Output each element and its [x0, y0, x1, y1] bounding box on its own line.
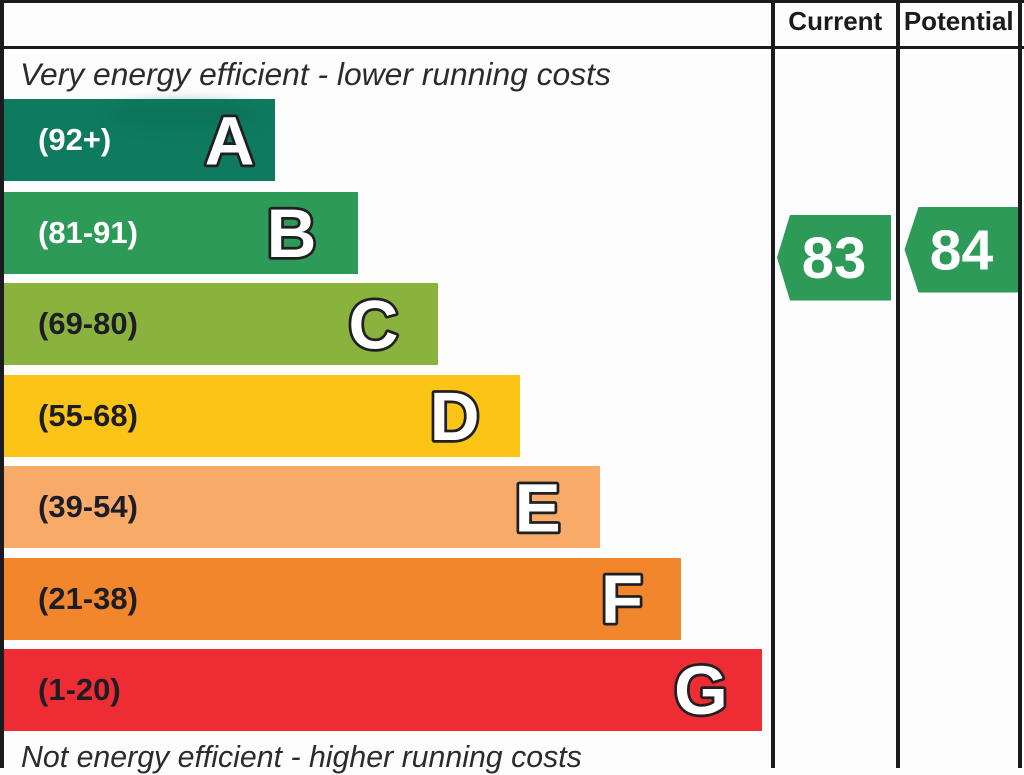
svg-text:84: 84 — [930, 219, 994, 283]
svg-text:B: B — [267, 195, 317, 272]
svg-text:F: F — [601, 561, 643, 638]
svg-text:E: E — [515, 470, 561, 547]
svg-text:D: D — [430, 378, 480, 455]
svg-text:C: C — [348, 287, 398, 364]
svg-text:G: G — [674, 652, 728, 729]
svg-text:83: 83 — [802, 226, 867, 291]
svg-text:A: A — [205, 103, 255, 180]
